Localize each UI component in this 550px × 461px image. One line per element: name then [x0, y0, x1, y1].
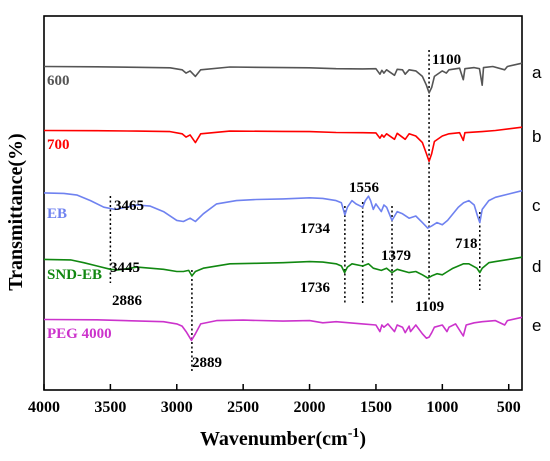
series-letter-c: c: [532, 196, 541, 215]
series-layer: [43, 62, 523, 342]
series-name-d: SND-EB: [47, 267, 102, 283]
series-line-a: [43, 62, 523, 94]
series-letter-d: d: [532, 257, 541, 276]
x-tick-label: 4000: [28, 399, 60, 416]
y-axis-title: Transmittance(%): [5, 133, 27, 290]
peak-label: 2889: [192, 355, 222, 371]
peak-label: 2886: [112, 293, 143, 309]
x-axis-title-sup: -1: [348, 426, 360, 441]
x-axis: 4000 3500 3000 2500 2000 1500 1000 500: [28, 384, 521, 416]
plot-border: [43, 15, 523, 391]
x-tick-label: 3500: [94, 399, 126, 416]
plot-frame: [43, 15, 523, 391]
peak-label: 1556: [349, 180, 380, 196]
labels-layer: 600 a 700 b EB c SND-EB d PEG 4000 e 1100 3465 1556 1…: [47, 52, 542, 371]
peak-label: 1734: [300, 221, 331, 237]
x-tick-label: 2000: [294, 399, 326, 416]
series-name-c: EB: [47, 206, 67, 222]
series-line-c: [43, 189, 523, 229]
peak-label: 718: [455, 236, 478, 252]
reference-lines: [109, 50, 481, 372]
x-tick-label: 2500: [227, 399, 259, 416]
series-letter-b: b: [532, 127, 541, 146]
series-name-b: 700: [47, 137, 70, 153]
series-line-b: [43, 126, 523, 163]
x-tick-label: 500: [497, 399, 521, 416]
x-axis-title-main: Wavenumber(cm: [200, 428, 348, 450]
series-line-e: [43, 316, 523, 342]
series-name-a: 600: [47, 73, 70, 89]
series-letter-a: a: [532, 63, 542, 82]
x-tick-label: 1500: [360, 399, 392, 416]
peak-label: 3465: [114, 198, 144, 214]
series-line-d: [43, 256, 523, 279]
peak-label: 3445: [110, 260, 140, 276]
peak-label: 1736: [300, 280, 331, 296]
x-axis-title-close: ): [359, 428, 366, 450]
peak-label: 1379: [381, 248, 411, 264]
x-tick-label: 3000: [161, 399, 193, 416]
peak-label: 1109: [415, 299, 444, 315]
series-letter-e: e: [532, 316, 541, 335]
series-name-e: PEG 4000: [47, 326, 112, 342]
x-axis-title: Wavenumber(cm-1): [200, 426, 366, 450]
peak-label: 1100: [432, 52, 461, 68]
x-tick-label: 1000: [426, 399, 458, 416]
